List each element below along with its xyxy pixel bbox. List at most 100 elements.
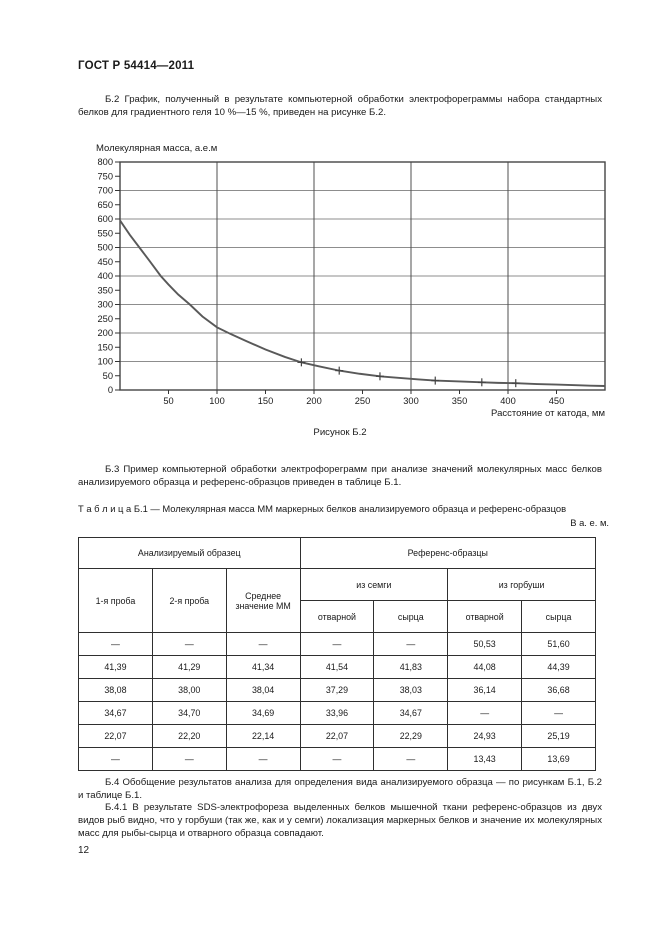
table-cell: 44,39 (521, 655, 596, 679)
y-tick-label: 600 (97, 214, 113, 224)
y-tick-label: 150 (97, 342, 113, 352)
x-tick-label: 50 (163, 396, 173, 406)
table-cell: 34,67 (373, 701, 449, 725)
table-cell: 22,07 (299, 724, 375, 748)
y-tick-label: 550 (97, 228, 113, 238)
table-cell: 44,08 (447, 655, 523, 679)
table-row: 34,67 34,70 34,69 33,96 34,67— — (78, 701, 596, 725)
paragraph-b3: Б.3 Пример компьютерной обработки электр… (78, 464, 602, 488)
y-tick-label: 300 (97, 300, 113, 310)
table-cell: — (299, 747, 375, 771)
table-cell: — (151, 632, 227, 656)
table-header-mean: Среднее значение ММ (225, 568, 301, 633)
table-header-probe1: 1-я проба (78, 568, 153, 633)
table-label: Т а б л и ц а Б.1 — Молекулярная масса М… (78, 503, 567, 514)
paragraph-b4: Б.4 Обобщение результатов анализа для оп… (78, 777, 602, 801)
table-header-reference: Референс-образцы (299, 537, 597, 569)
table-cell: 41,54 (299, 655, 375, 679)
table-cell: 41,39 (78, 655, 153, 679)
table-cell: — (373, 747, 449, 771)
table-cell: 38,03 (373, 678, 449, 702)
table-body: — — — — —50,53 51,60 41,39 41,29 41,34 41,54 41,83… (78, 632, 596, 771)
x-tick-label: 100 (209, 396, 225, 406)
table-row: — — — — —13,43 13,69 (78, 747, 596, 771)
table-cell: 41,29 (151, 655, 227, 679)
table-cell: — (299, 632, 375, 656)
table-cell: 22,20 (151, 724, 227, 748)
table-cell: — (447, 701, 523, 725)
table-row: 22,07 22,20 22,14 22,07 22,29 24,93 25,19 (78, 724, 596, 748)
table-cell: 37,29 (299, 678, 375, 702)
table-row: — — — — —50,53 51,60 (78, 632, 596, 656)
table-cell: 50,53 (447, 632, 523, 656)
table-header-analyzed: Анализируемый образец (78, 537, 301, 569)
table-cell: 22,07 (78, 724, 153, 748)
x-tick-label: 300 (403, 396, 419, 406)
paragraph-b2: Б.2 График, полученный в результате комп… (78, 94, 602, 118)
figure-b2-chart: 0 50 100 150 200 250 300 350 400 450 500 550 600 650 7… (96, 143, 606, 419)
x-tick-label: 200 (306, 396, 322, 406)
table-header-salmon: из семги (299, 568, 449, 601)
x-tick-label: 350 (452, 396, 468, 406)
y-tick-label: 650 (97, 200, 113, 210)
table-b1: Анализируемый образец Референс-образцы 1… (78, 537, 597, 771)
table-cell: — (225, 632, 301, 656)
table-row: 41,39 41,29 41,34 41,54 41,83 44,08 44,39 (78, 655, 596, 679)
y-tick-label: 400 (97, 271, 113, 281)
document-title: ГОСТ Р 54414—2011 (78, 60, 195, 72)
table-cell: 38,08 (78, 678, 153, 702)
table-cell: 41,34 (225, 655, 301, 679)
table-cell: 34,70 (151, 701, 227, 725)
x-tick-label: 150 (258, 396, 274, 406)
y-tick-label: 350 (97, 285, 113, 295)
table-row: 38,08 38,00 38,04 37,29 38,03 36,14 36,68 (78, 678, 596, 702)
x-tick-label: 450 (549, 396, 565, 406)
table-header: Анализируемый образец Референс-образцы 1… (78, 537, 597, 633)
table-cell: — (521, 701, 596, 725)
table-cell: — (151, 747, 227, 771)
figure-caption: Рисунок Б.2 (313, 427, 367, 438)
table-cell: 38,00 (151, 678, 227, 702)
table-cell: — (225, 747, 301, 771)
table-cell: 34,67 (78, 701, 153, 725)
y-tick-label: 800 (97, 157, 113, 167)
table-cell: 34,69 (225, 701, 301, 725)
table-cell: — (78, 747, 153, 771)
table-cell: 33,96 (299, 701, 375, 725)
table-units: В а. е. м. (570, 517, 609, 528)
table-cell: 36,68 (521, 678, 596, 702)
table-header-salmon-boiled: отварной (299, 600, 375, 633)
y-tick-label: 100 (97, 357, 113, 367)
y-axis-title: Молекулярная масса, а.е.м (96, 143, 217, 154)
y-tick-label: 50 (103, 371, 113, 381)
table-cell: 36,14 (447, 678, 523, 702)
table-cell: 25,19 (521, 724, 596, 748)
y-tick-label: 250 (97, 314, 113, 324)
table-header-salmon-raw: сырца (373, 600, 449, 633)
x-axis-title: Расстояние от катода, мм (491, 408, 605, 419)
y-tick-label: 200 (97, 328, 113, 338)
table-cell: 41,83 (373, 655, 449, 679)
table-cell: 22,29 (373, 724, 449, 748)
table-cell: 24,93 (447, 724, 523, 748)
table-cell: 13,43 (447, 747, 523, 771)
page-number: 12 (78, 845, 90, 856)
paragraph-b41: Б.4.1 В результате SDS-электрофореза выд… (78, 802, 602, 839)
table-cell: — (373, 632, 449, 656)
x-tick-label: 400 (500, 396, 516, 406)
table-cell: 22,14 (225, 724, 301, 748)
table-cell: 13,69 (521, 747, 596, 771)
x-tick-label: 250 (355, 396, 371, 406)
table-cell: 51,60 (521, 632, 596, 656)
table-header-probe2: 2-я проба (151, 568, 227, 633)
y-tick-label: 700 (97, 186, 113, 196)
y-tick-label: 750 (97, 171, 113, 181)
table-cell: — (78, 632, 153, 656)
y-tick-label: 500 (97, 243, 113, 253)
y-tick-label: 450 (97, 257, 113, 267)
y-tick-label: 0 (108, 385, 113, 395)
table-header-pink-boiled: отварной (447, 600, 523, 633)
table-header-pink: из горбуши (447, 568, 596, 601)
figure-b2: 0 50 100 150 200 250 300 350 400 450 500 550 600 650 7… (90, 139, 612, 421)
